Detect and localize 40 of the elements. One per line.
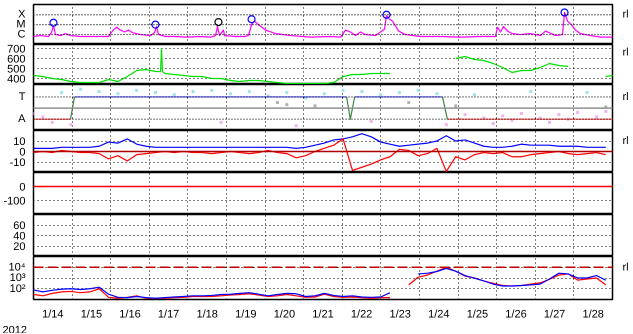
y-tick-label: 10³ [10, 272, 26, 284]
text: rl [622, 46, 629, 58]
x-tick-label: 1/20 [274, 308, 296, 320]
ref-line-label: M [16, 18, 26, 31]
x-tick-label: 1/17 [158, 308, 180, 320]
y-tick-label: 40 [13, 230, 26, 242]
y-tick-label: 600 [7, 54, 26, 66]
x-tick-label: 1/14 [42, 308, 64, 320]
x-tick-label: 1/19 [235, 308, 257, 320]
y-tick-label: 60 [13, 220, 26, 232]
y-tick-label: 10⁴ [8, 261, 26, 274]
y-tick-label: 0 [19, 182, 26, 194]
x-tick-label: 1/25 [466, 308, 488, 320]
text: rl [622, 261, 629, 274]
x-tick-label: 1/18 [196, 308, 218, 320]
x-tick-label: 1/15 [80, 308, 102, 320]
text: rl [622, 8, 629, 21]
y-tick-label: -10 [10, 157, 26, 169]
y-tick-label: 500 [7, 64, 26, 76]
x-tick-label: 1/28 [582, 308, 604, 320]
x-tick-label: 1/27 [544, 308, 566, 320]
y-tick-label: 10² [10, 282, 26, 295]
y-tick-label: -100 [3, 196, 26, 208]
y-tick-label: 20 [13, 241, 26, 253]
y-tick-label: 400 [7, 74, 26, 86]
text: rl [622, 135, 629, 147]
text: rl [622, 90, 629, 103]
y-tick-label: 0 [19, 146, 26, 158]
x-tick-label: 1/24 [428, 308, 450, 320]
y-tick-label: 10 [13, 136, 26, 148]
ref-line-label: T [18, 90, 26, 103]
x-tick-label: 1/23 [389, 308, 411, 320]
ref-line-label: A [18, 113, 26, 126]
x-tick-label: 1/16 [119, 308, 141, 320]
ref-line-label: X [18, 8, 26, 21]
ref-line-label: C [18, 28, 26, 41]
x-tick-label: 1/26 [505, 308, 527, 320]
x-tick-label: 1/21 [312, 308, 334, 320]
x-tick-label: 1/22 [350, 308, 372, 320]
y-tick-label: 700 [7, 44, 26, 56]
